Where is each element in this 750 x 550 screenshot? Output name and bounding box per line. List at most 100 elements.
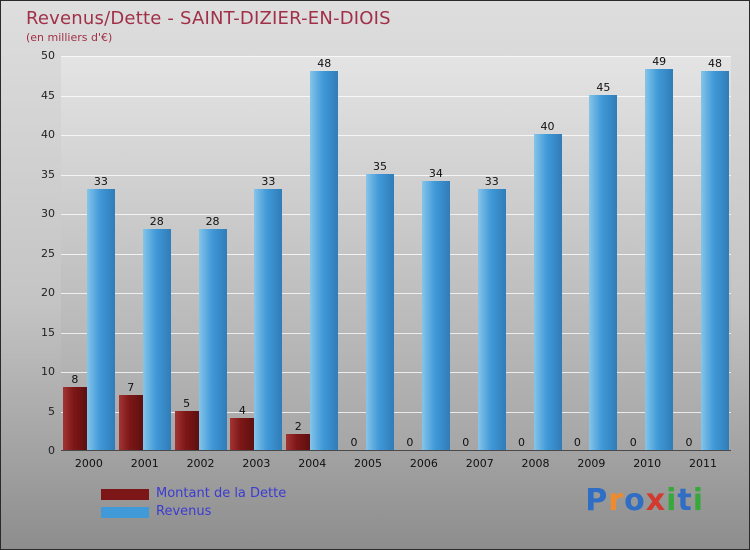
x-axis-label: 2008 bbox=[521, 457, 550, 470]
legend-swatch-revenus bbox=[101, 506, 149, 518]
bar-value-label: 5 bbox=[183, 396, 191, 410]
bar-value-label: 33 bbox=[484, 175, 499, 189]
logo-letter: o bbox=[624, 483, 646, 518]
x-axis-label: 2000 bbox=[74, 457, 103, 470]
bar-column: 48 bbox=[310, 56, 339, 450]
gridline bbox=[61, 411, 731, 413]
bar-column: 0 bbox=[398, 56, 422, 450]
bar-column: 35 bbox=[366, 56, 395, 450]
bar-value-label: 45 bbox=[596, 80, 611, 94]
y-axis-label: 35 bbox=[41, 167, 55, 181]
bar-column: 5 bbox=[174, 56, 199, 450]
bar-column: 45 bbox=[589, 56, 618, 450]
gridline bbox=[61, 332, 731, 334]
bar-column: 2 bbox=[286, 56, 311, 450]
bar-value-label: 0 bbox=[406, 436, 414, 449]
x-axis-label: 2007 bbox=[465, 457, 494, 470]
bar-column: 33 bbox=[477, 56, 506, 450]
dette-bar bbox=[230, 418, 255, 450]
gridline bbox=[61, 95, 731, 97]
revenus-bar bbox=[701, 70, 730, 450]
bar-column: 0 bbox=[677, 56, 701, 450]
logo-letter: x bbox=[645, 483, 667, 518]
y-axis-label: 50 bbox=[41, 49, 55, 62]
bar-group-2007: 0 33 2007 bbox=[452, 56, 508, 470]
logo-letter: i bbox=[666, 483, 678, 518]
legend-item-revenus: Revenus bbox=[101, 504, 286, 519]
chart-title: Revenus/Dette - SAINT-DIZIER-EN-DIOIS bbox=[26, 8, 391, 29]
y-axis-label: 15 bbox=[41, 325, 55, 339]
logo-letter: i bbox=[692, 483, 704, 518]
x-axis-label: 2004 bbox=[298, 457, 327, 470]
revenus-bar bbox=[310, 70, 339, 450]
x-axis-label: 2001 bbox=[130, 457, 159, 470]
dette-bar bbox=[62, 386, 87, 450]
bar-value-label: 49 bbox=[652, 55, 667, 68]
gridline bbox=[61, 56, 731, 57]
bar-column: 0 bbox=[342, 56, 366, 450]
bar-value-label: 0 bbox=[462, 436, 470, 449]
revenus-bar bbox=[366, 173, 395, 450]
bar-group-2003: 4 33 2003 bbox=[228, 56, 284, 470]
x-axis-label: 2005 bbox=[354, 457, 383, 470]
bar-column: 34 bbox=[421, 56, 450, 450]
bar-group-2006: 0 34 2006 bbox=[396, 56, 452, 470]
bar-group-2011: 0 48 2011 bbox=[675, 56, 731, 470]
bar-group-2002: 5 28 2002 bbox=[173, 56, 229, 470]
x-axis-label: 2011 bbox=[689, 457, 718, 470]
bar-column: 4 bbox=[230, 56, 255, 450]
bar-group-2004: 2 48 2004 bbox=[284, 56, 340, 470]
y-axis-label: 45 bbox=[41, 88, 55, 102]
bar-group-2009: 0 45 2009 bbox=[563, 56, 619, 470]
bar-group-2010: 0 49 2010 bbox=[619, 55, 675, 470]
y-axis-label: 40 bbox=[41, 128, 55, 141]
gridline bbox=[61, 135, 731, 136]
legend: Montant de la Dette Revenus bbox=[101, 486, 287, 520]
legend-label-dette: Montant de la Dette bbox=[156, 486, 287, 501]
revenus-bar bbox=[589, 94, 618, 450]
bar-column: 7 bbox=[118, 56, 143, 450]
bar-value-label: 33 bbox=[93, 175, 108, 189]
dette-bar bbox=[286, 434, 311, 450]
y-axis-label: 25 bbox=[41, 246, 55, 260]
dette-bar bbox=[174, 410, 199, 450]
gridline bbox=[61, 214, 731, 215]
proxiti-logo: Proxiti bbox=[585, 483, 704, 518]
bar-column: 0 bbox=[621, 56, 645, 450]
bar-value-label: 0 bbox=[685, 436, 693, 449]
bar-group-2005: 0 35 2005 bbox=[340, 56, 396, 470]
bar-column: 28 bbox=[198, 56, 227, 450]
y-axis-label: 10 bbox=[41, 365, 55, 378]
revenus-bar bbox=[254, 189, 283, 450]
bar-column: 0 bbox=[510, 56, 534, 450]
bar-value-label: 40 bbox=[540, 120, 555, 133]
bar-value-label: 34 bbox=[428, 167, 443, 181]
y-axis-label: 30 bbox=[41, 207, 55, 220]
logo-letter: r bbox=[608, 483, 625, 518]
bar-column: 48 bbox=[701, 56, 730, 450]
y-axis-label: 0 bbox=[48, 444, 55, 457]
bar-value-label: 35 bbox=[373, 159, 388, 173]
bar-group-2008: 0 40 2008 bbox=[508, 56, 564, 470]
bar-group-2000: 8 33 2000 bbox=[61, 56, 117, 470]
bar-column: 33 bbox=[86, 56, 115, 450]
plot-area: 0 5 10 15 20 25 30 35 40 45 50 8 33 2000 7 28 2001 5 28 200… bbox=[41, 49, 731, 470]
bar-column: 40 bbox=[533, 56, 562, 450]
x-axis-label: 2003 bbox=[242, 457, 271, 470]
revenus-bar bbox=[198, 228, 227, 450]
bar-value-label: 48 bbox=[317, 56, 332, 70]
revenus-bar bbox=[421, 181, 450, 450]
bar-value-label: 33 bbox=[261, 175, 276, 189]
bar-column: 0 bbox=[454, 56, 478, 450]
bar-groups: 8 33 2000 7 28 2001 5 28 2002 4 33 2003 2 48 2004 0 35 20… bbox=[61, 55, 731, 470]
bar-value-label: 8 bbox=[71, 372, 79, 386]
bar-group-2001: 7 28 2001 bbox=[117, 56, 173, 470]
x-axis-label: 2010 bbox=[633, 457, 662, 470]
bar-column: 49 bbox=[645, 55, 674, 450]
gridline bbox=[61, 253, 731, 255]
bar-value-label: 48 bbox=[708, 56, 723, 70]
revenus-bar bbox=[142, 228, 171, 450]
x-axis-label: 2002 bbox=[186, 457, 215, 470]
gridline bbox=[61, 174, 731, 176]
gridline bbox=[61, 293, 731, 294]
